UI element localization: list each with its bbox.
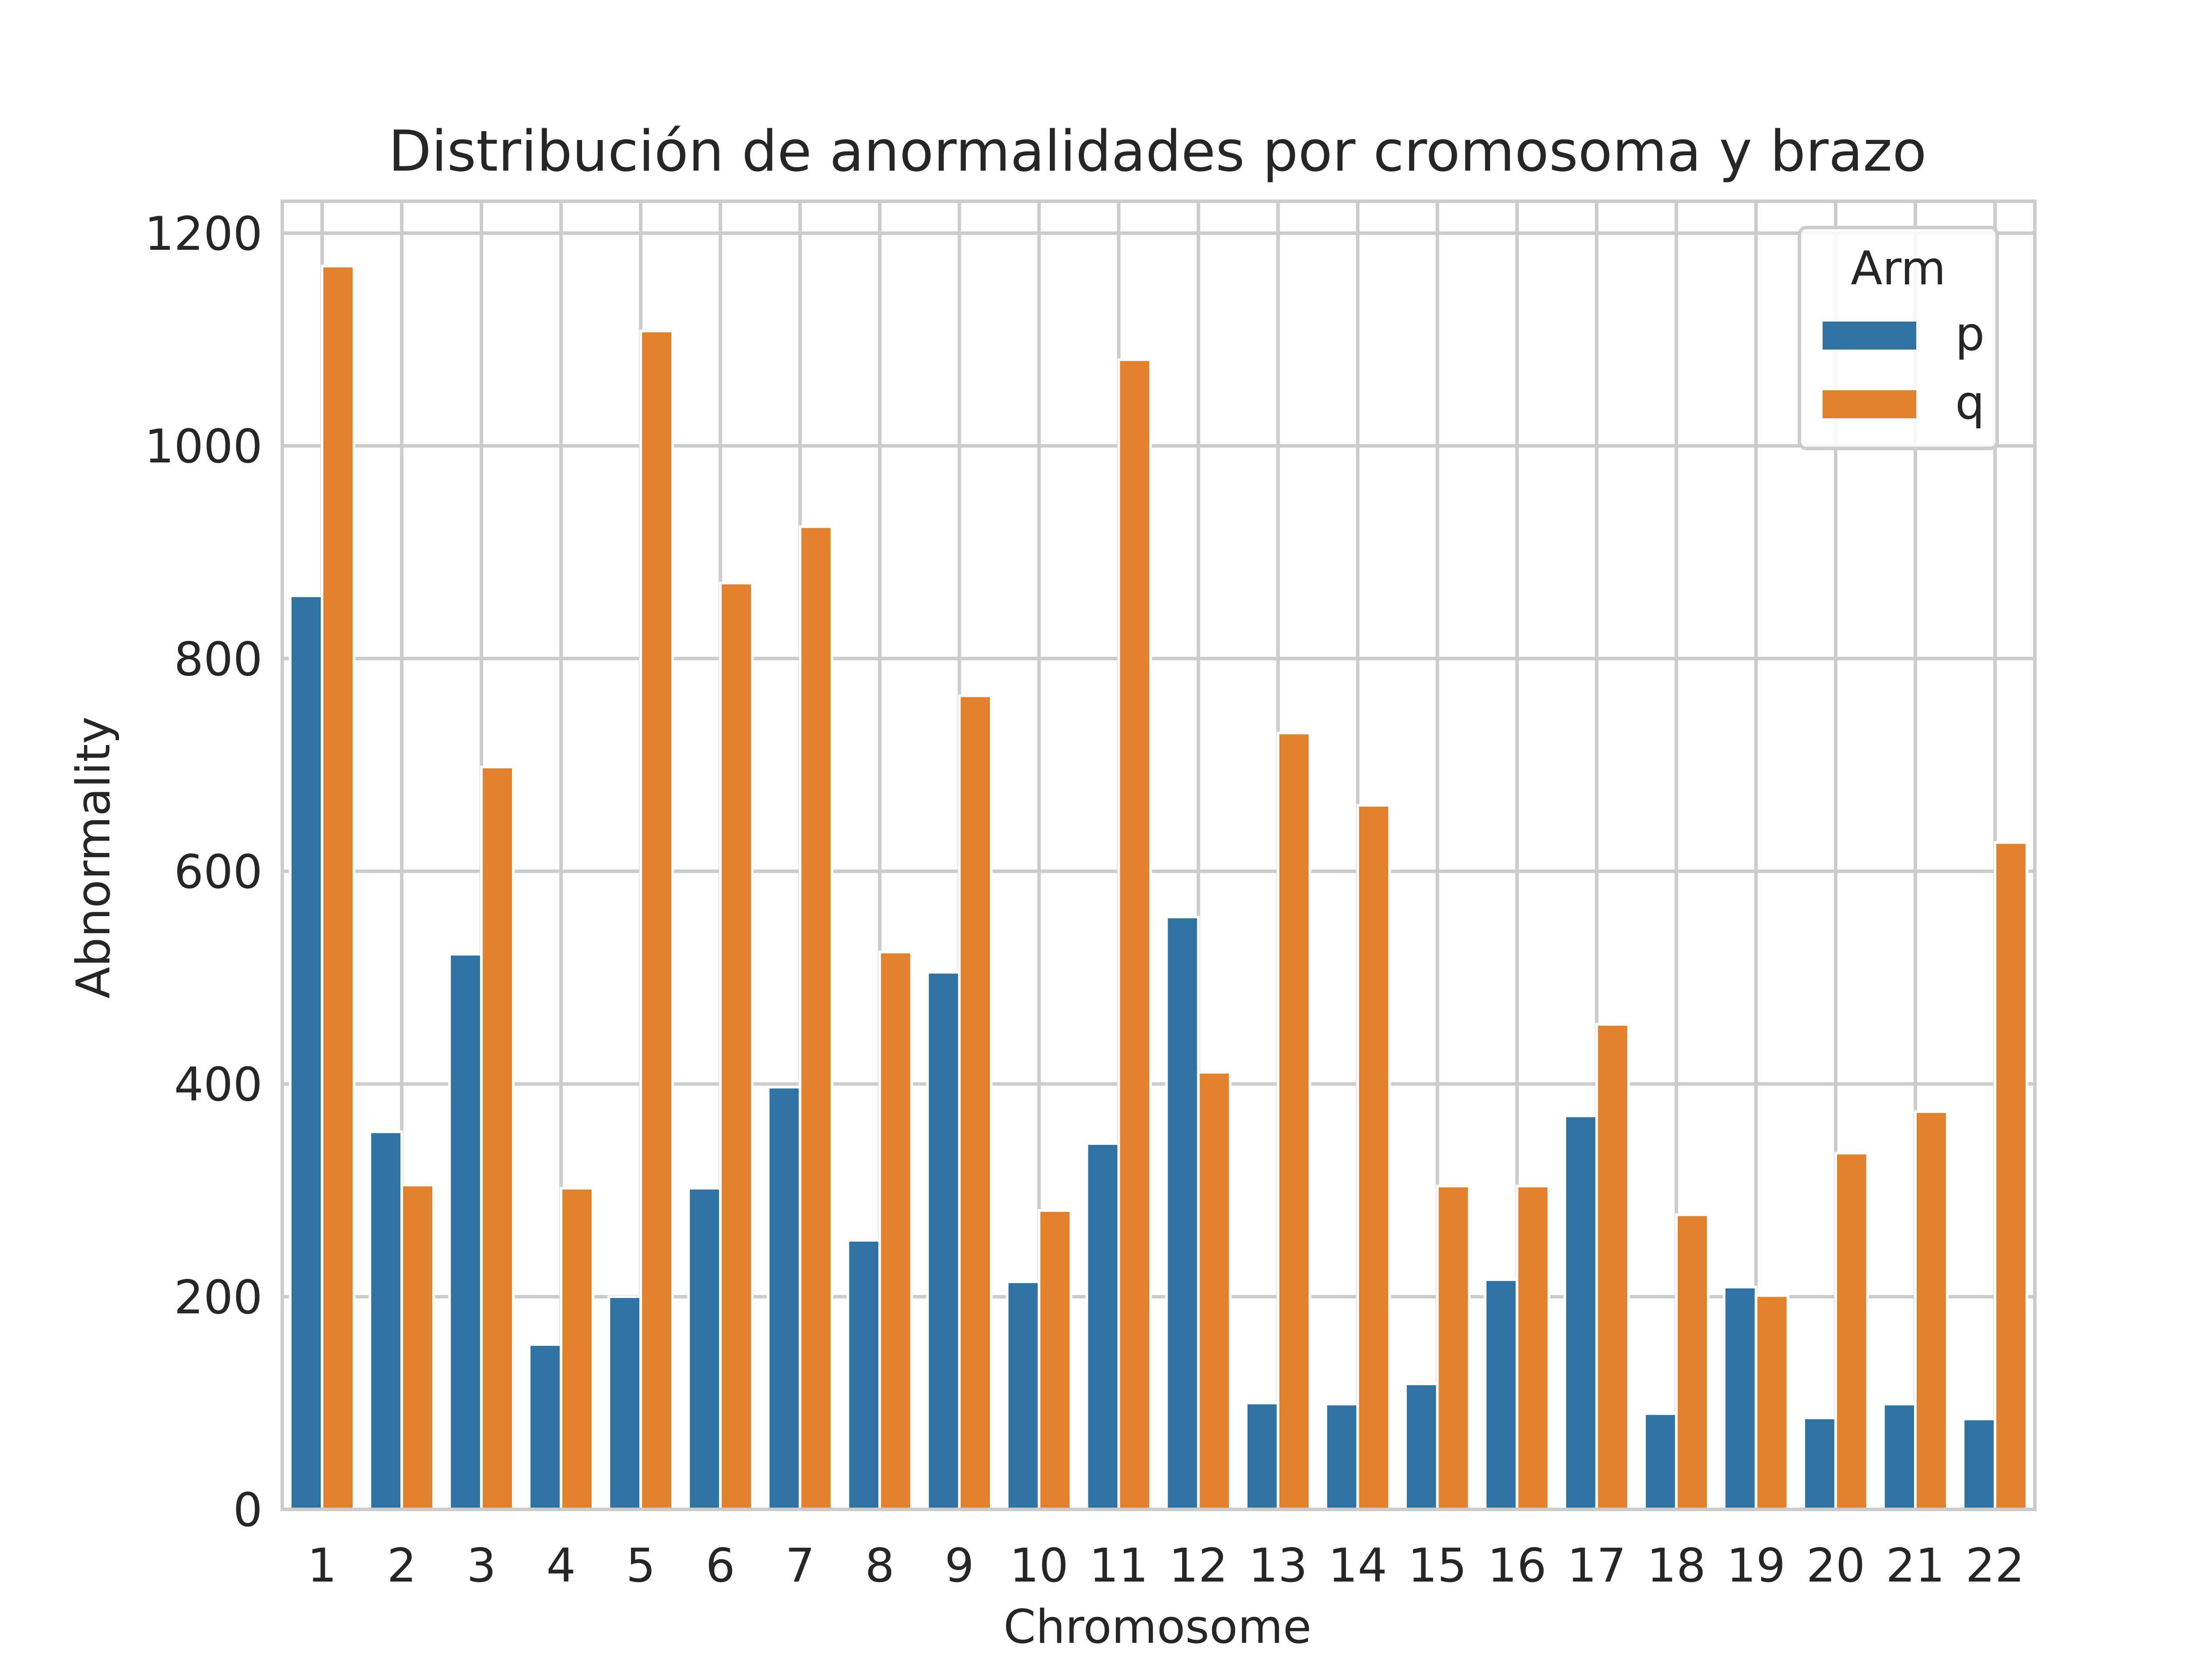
bar-p-19 [1723, 1285, 1757, 1511]
bar-q-6 [719, 581, 754, 1511]
legend-swatch-p [1823, 322, 1916, 350]
bar-p-3 [448, 953, 483, 1511]
bar-q-12 [1197, 1071, 1232, 1511]
bar-p-11 [1085, 1142, 1120, 1511]
bars [289, 265, 2028, 1511]
legend-label-p: p [1955, 307, 1985, 361]
bar-p-18 [1643, 1412, 1678, 1511]
bar-q-15 [1436, 1185, 1471, 1511]
x-tick-label: 14 [1328, 1539, 1387, 1592]
y-tick-label: 1200 [144, 207, 263, 261]
bar-q-3 [480, 766, 515, 1511]
x-tick-label: 2 [387, 1539, 416, 1592]
x-tick-label: 3 [466, 1539, 496, 1592]
x-tick-label: 19 [1726, 1539, 1785, 1592]
bar-q-11 [1117, 358, 1152, 1511]
x-axis-ticks: 1 2 3 4 5 6 7 8 9 10 11 12 13 14 15 16 17 18 19 20 21 22 [307, 1539, 2024, 1592]
bar-p-14 [1324, 1403, 1359, 1511]
bar-p-1 [289, 594, 324, 1511]
bar-p-15 [1404, 1382, 1439, 1511]
bar-p-6 [687, 1186, 722, 1511]
y-axis-ticks: 0 200 400 600 800 1000 1200 [144, 207, 263, 1537]
x-tick-label: 12 [1169, 1539, 1228, 1592]
x-tick-label: 1 [307, 1539, 337, 1592]
bar-q-9 [958, 694, 993, 1511]
bar-p-16 [1483, 1278, 1518, 1511]
y-tick-label: 600 [174, 845, 263, 899]
bar-p-21 [1882, 1403, 1917, 1511]
bar-q-21 [1914, 1110, 1949, 1511]
x-tick-label: 5 [626, 1539, 655, 1592]
bar-q-14 [1356, 804, 1391, 1511]
bar-q-5 [639, 329, 674, 1511]
x-tick-label: 17 [1567, 1539, 1626, 1592]
bar-p-20 [1802, 1416, 1837, 1511]
bar-q-4 [560, 1186, 594, 1511]
bar-q-16 [1515, 1185, 1550, 1511]
y-tick-label: 1000 [144, 420, 263, 473]
bar-p-13 [1245, 1401, 1280, 1511]
bar-q-22 [1993, 841, 2028, 1511]
x-tick-label: 22 [1966, 1539, 2025, 1592]
bar-q-7 [799, 525, 834, 1511]
legend-swatch-q [1823, 390, 1916, 418]
bar-q-18 [1675, 1213, 1710, 1511]
y-tick-label: 0 [233, 1483, 263, 1537]
x-tick-label: 16 [1487, 1539, 1546, 1592]
x-tick-label: 6 [706, 1539, 735, 1592]
x-tick-label: 11 [1089, 1539, 1148, 1592]
x-tick-label: 7 [785, 1539, 815, 1592]
bar-p-9 [926, 971, 961, 1511]
bar-q-17 [1595, 1023, 1630, 1511]
legend: Arm p q [1798, 226, 1999, 450]
y-tick-label: 400 [174, 1058, 263, 1112]
x-tick-label: 20 [1806, 1539, 1865, 1592]
bar-q-10 [1038, 1209, 1073, 1511]
y-tick-label: 800 [174, 632, 263, 686]
y-axis-label: Abnormality [67, 717, 120, 999]
bar-p-17 [1563, 1114, 1598, 1511]
bar-p-22 [1962, 1418, 1996, 1511]
bar-p-2 [368, 1130, 403, 1511]
bar-p-12 [1165, 915, 1200, 1511]
x-tick-label: 4 [546, 1539, 575, 1592]
x-tick-label: 21 [1886, 1539, 1945, 1592]
bar-q-1 [321, 265, 355, 1511]
bar-q-20 [1834, 1152, 1869, 1511]
y-tick-label: 200 [174, 1270, 263, 1324]
x-tick-label: 10 [1010, 1539, 1069, 1592]
legend-title: Arm [1851, 242, 1946, 295]
bar-p-8 [846, 1239, 881, 1511]
bar-q-2 [400, 1183, 435, 1511]
chart-title: Distribución de anormalidades por cromos… [388, 119, 1926, 184]
bar-q-8 [878, 951, 913, 1511]
x-axis-label: Chromosome [1003, 1600, 1311, 1654]
legend-label-q: q [1955, 376, 1985, 430]
bar-p-10 [1006, 1280, 1041, 1511]
x-tick-label: 15 [1408, 1539, 1467, 1592]
x-tick-label: 9 [945, 1539, 974, 1592]
x-tick-label: 8 [865, 1539, 894, 1592]
bar-q-19 [1754, 1294, 1789, 1511]
plot-frame [281, 200, 2037, 1511]
x-tick-label: 13 [1248, 1539, 1308, 1592]
bar-p-4 [528, 1343, 563, 1511]
bar-q-13 [1276, 732, 1311, 1511]
bar-p-5 [607, 1295, 642, 1511]
bar-p-7 [767, 1085, 802, 1511]
x-tick-label: 18 [1647, 1539, 1706, 1592]
